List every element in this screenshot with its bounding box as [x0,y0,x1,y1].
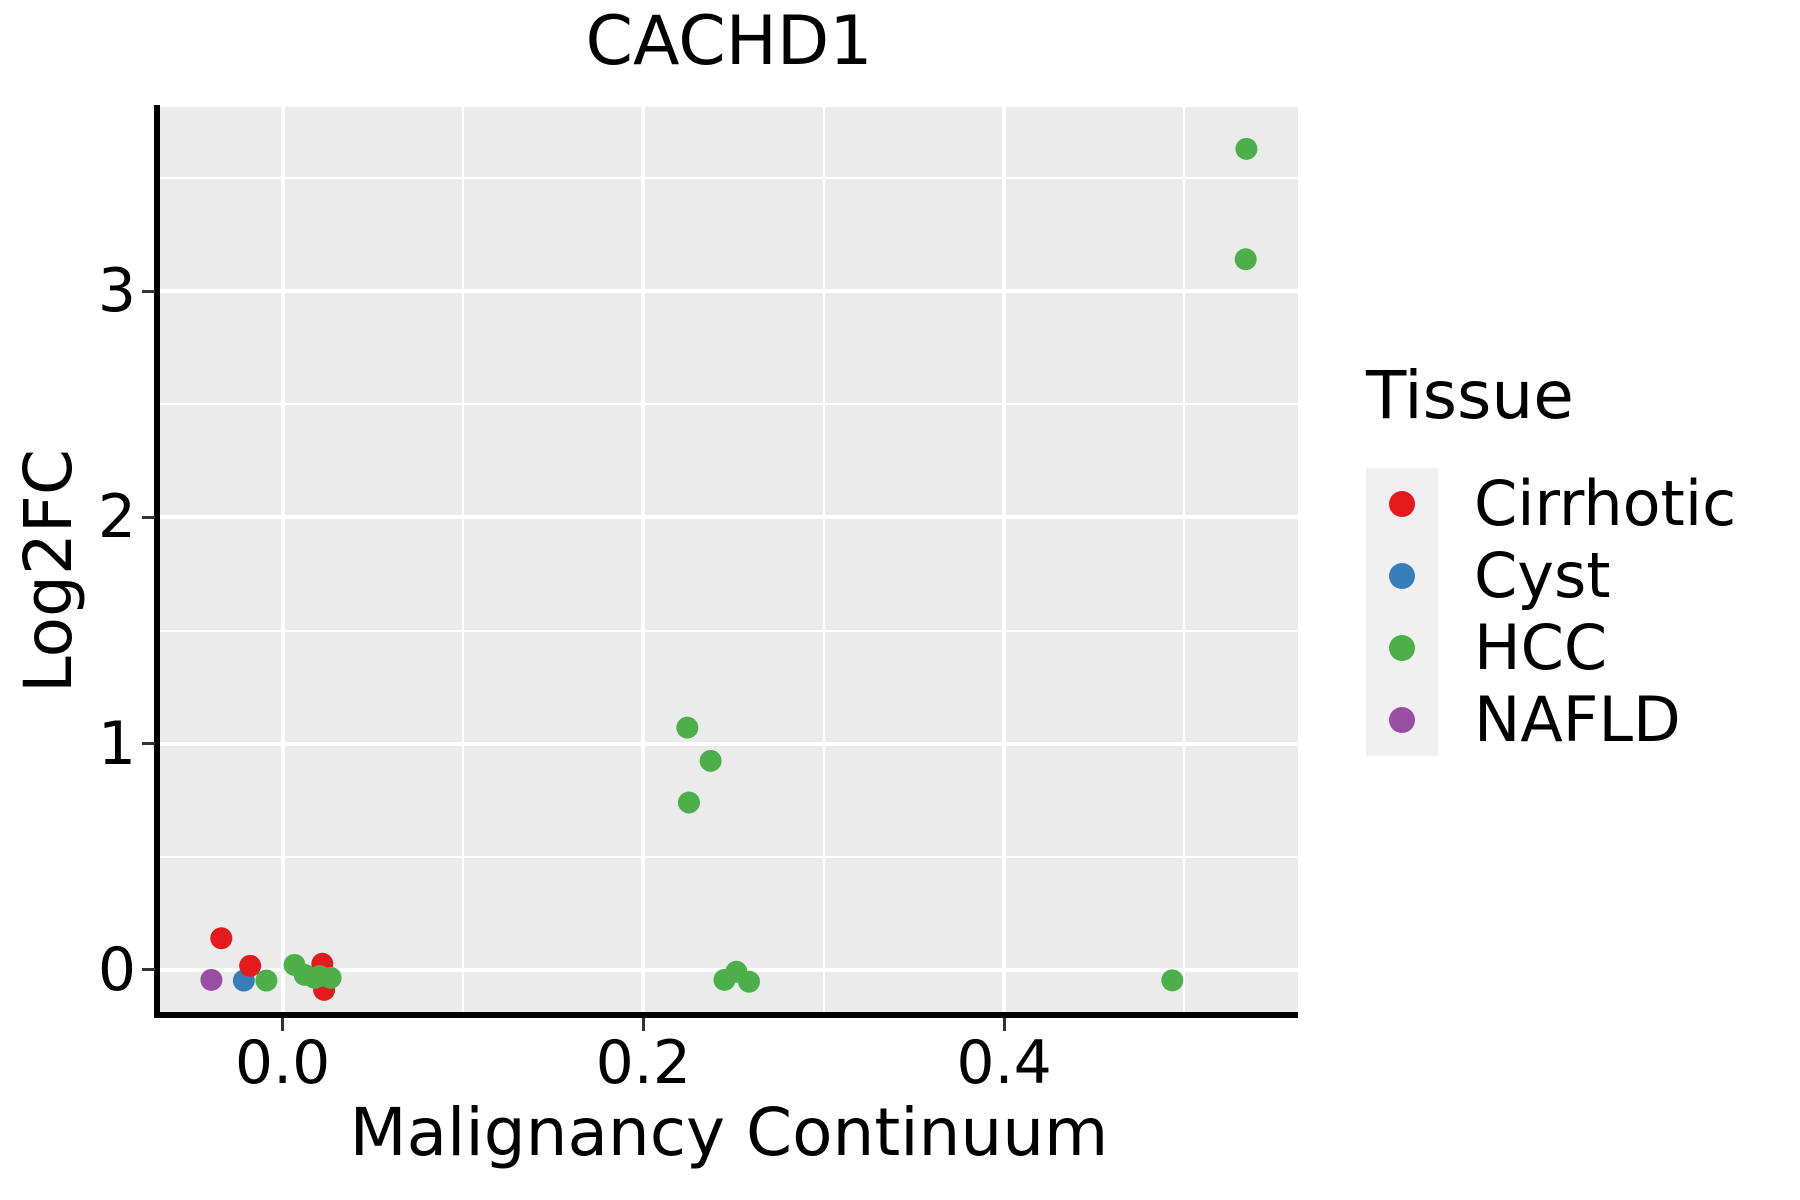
y-tick-label: 0 [97,934,136,1005]
gridline-y-minor [160,177,1298,180]
point-hcc [1235,137,1258,160]
legend-item-cyst: Cyst [1366,540,1736,612]
gridline-x-major [1002,107,1007,1012]
y-tick-label: 3 [97,256,136,327]
legend-label: Cirrhotic [1474,467,1737,540]
gridline-y-minor [160,403,1298,406]
gridline-x-major [280,107,285,1012]
plot-panel [160,107,1298,1012]
point-hcc [676,716,699,739]
cyst-dot-icon [1389,563,1415,589]
gridline-y-major [160,741,1298,746]
y-tick-mark [142,289,155,293]
point-hcc [738,970,761,993]
legend-label: NAFLD [1474,683,1681,756]
gridline-x-major [641,107,646,1012]
x-axis-title: Malignancy Continuum [349,1094,1109,1171]
legend-key-box [1366,612,1438,684]
legend-label: HCC [1474,611,1608,684]
point-cirrhotic [239,954,262,977]
cirrhotic-dot-icon [1389,491,1415,517]
y-tick-mark [142,742,155,746]
point-hcc [1234,248,1257,271]
point-cirrhotic [210,927,233,950]
legend-key-box [1366,540,1438,612]
x-axis-line [154,1012,1298,1018]
point-nafld [200,968,223,991]
gridline-y-major [160,515,1298,520]
legend-label: Cyst [1474,539,1611,612]
y-tick-mark [142,968,155,972]
data-points-layer [200,137,1258,1001]
y-tick-label: 1 [97,708,136,779]
y-axis-line [154,105,160,1018]
legend-key-box [1366,468,1438,540]
chart-title: CACHD1 [585,2,873,81]
point-hcc [699,749,722,772]
y-tick-mark [142,515,155,519]
legend-item-cirrhotic: Cirrhotic [1366,468,1736,540]
point-hcc [255,969,278,992]
legend: Tissue Cirrhotic Cyst HCC NAFLD [1366,360,1736,756]
y-tick-label: 2 [97,482,136,553]
nafld-dot-icon [1389,707,1415,733]
legend-item-hcc: HCC [1366,612,1736,684]
gridline-x-minor [822,107,825,1012]
point-hcc [319,966,342,989]
gridline-y-minor [160,855,1298,858]
gridline-x-minor [461,107,464,1012]
x-tick-label: 0.4 [956,1028,1052,1098]
legend-item-nafld: NAFLD [1366,684,1736,756]
legend-key-box [1366,684,1438,756]
point-hcc [677,791,700,814]
legend-title: Tissue [1366,357,1574,434]
hcc-dot-icon [1389,635,1415,661]
gridline-x-minor [1183,107,1186,1012]
x-tick-mark [1002,1018,1006,1031]
x-tick-label: 0.0 [234,1028,331,1098]
x-tick-mark [281,1018,285,1031]
point-hcc [1161,969,1184,992]
gridline-y-minor [160,629,1298,632]
x-tick-mark [641,1018,645,1031]
x-tick-label: 0.2 [595,1028,692,1098]
gridline-y-major [160,289,1298,294]
